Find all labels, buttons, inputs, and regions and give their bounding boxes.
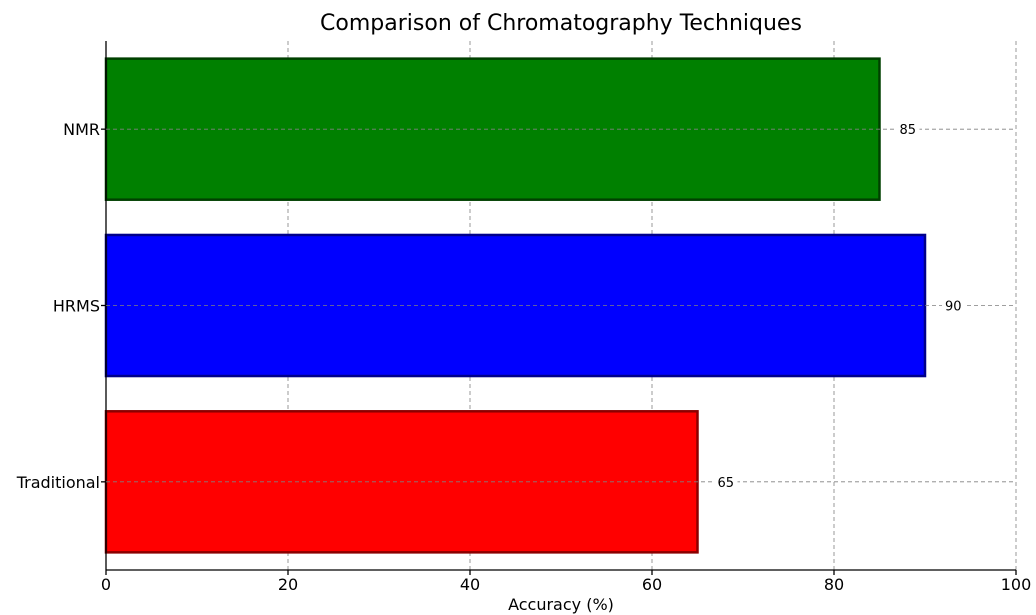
data-label: 65 (718, 476, 735, 491)
y-tick-label: NMR (63, 120, 100, 139)
data-label-bg (942, 296, 965, 315)
x-tick-label: 20 (278, 575, 298, 594)
data-label-bg (896, 120, 920, 139)
x-tick-label: 40 (460, 575, 480, 594)
data-label: 90 (945, 300, 962, 315)
chart-title: Comparison of Chromatography Techniques (320, 11, 802, 36)
x-tick-label: 100 (1001, 575, 1032, 594)
data-label: 85 (900, 123, 917, 138)
x-tick-label: 60 (642, 575, 662, 594)
y-tick-label: HRMS (53, 297, 100, 316)
x-axis-label: Accuracy (%) (508, 595, 614, 614)
x-tick-label: 80 (824, 575, 844, 594)
data-label-bg (714, 472, 738, 491)
data-labels: 65 90 85 (106, 120, 1016, 491)
y-tick-label: Traditional (16, 473, 100, 492)
x-tick-label: 0 (101, 575, 111, 594)
